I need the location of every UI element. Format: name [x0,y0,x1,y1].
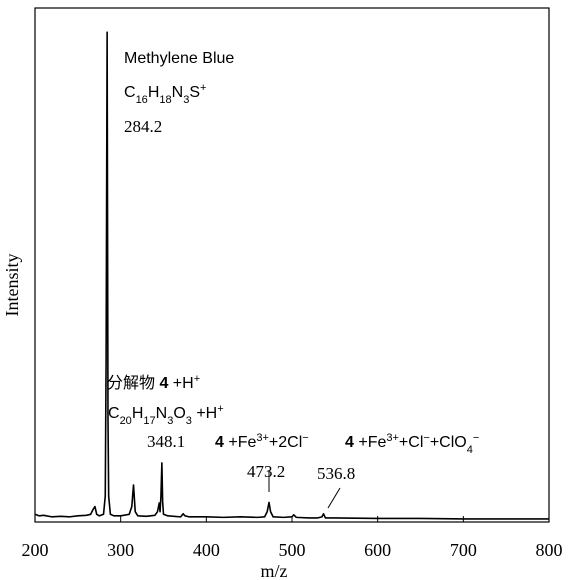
annotation: Methylene Blue [124,50,234,67]
annotation-part: +Fe [354,434,387,451]
annotation-part: 4 [345,434,354,451]
annotation-part: C [124,84,136,101]
annotation-part: 分解物 [107,374,159,392]
annotation-part: − [302,432,308,444]
annotation-part: 4 [215,434,224,451]
x-axis-label: m/z [261,561,288,580]
annotation-part: + [217,403,223,415]
annotation: 分解物 4 +H+ [107,373,200,392]
annotation-part: 17 [143,415,155,427]
annotation-part: H [148,84,160,101]
annotation-part: + [194,373,200,385]
annotation-part: Methylene Blue [124,50,234,67]
annotation-part: C [108,405,120,422]
annotation-part: +H [192,405,217,422]
annotation-part: 4 [159,375,168,392]
x-tick-label: 500 [279,540,306,560]
annotation-part: N [156,405,168,422]
x-tick-label: 200 [22,540,49,560]
annotation: 4 +Fe3++Cl−+ClO4− [345,432,479,456]
annotation-part: 18 [159,94,171,106]
leader-line [327,487,341,509]
annotation: 4 +Fe3++2Cl− [215,432,309,451]
annotation-part: O [173,405,185,422]
annotation-part: + [200,82,206,94]
annotation-part: 3+ [386,432,399,444]
annotation: 536.8 [317,464,355,483]
annotation-part: 3 [183,94,189,106]
annotation: 473.2 [247,462,285,481]
annotation: C20H17N3O3 +H+ [108,403,224,427]
x-tick-label: 700 [450,540,477,560]
annotation-part: 348.1 [147,432,185,451]
annotation-part: 4 [467,444,473,456]
annotation: C16H18N3S+ [124,82,206,106]
x-tick-label: 300 [107,540,134,560]
annotation-part: 16 [136,94,148,106]
annotation-part: N [172,84,184,101]
annotation-part: +H [168,375,193,392]
annotation-part: 3 [167,415,173,427]
y-axis-label: Intensity [2,254,22,317]
annotation-part: +Fe [224,434,257,451]
annotation-part: +2Cl [269,434,302,451]
annotation-part: 3+ [256,432,269,444]
x-tick-label: 600 [364,540,391,560]
annotation-part: 3 [186,415,192,427]
annotation-part: +ClO [430,434,467,451]
annotation-part: +Cl [399,434,423,451]
annotation-part: − [423,432,429,444]
annotation-part: 284.2 [124,117,162,136]
annotation-part: 536.8 [317,464,355,483]
annotation-part: 473.2 [247,462,285,481]
x-tick-label: 800 [536,540,563,560]
x-tick-label: 400 [193,540,220,560]
annotation: 284.2 [124,117,162,136]
annotation: 348.1 [147,432,185,451]
annotation-part: H [132,405,144,422]
spectrum-line [34,31,549,520]
annotation-part: 20 [120,415,132,427]
annotation-part: − [473,432,479,444]
annotation-part: S [189,84,200,101]
